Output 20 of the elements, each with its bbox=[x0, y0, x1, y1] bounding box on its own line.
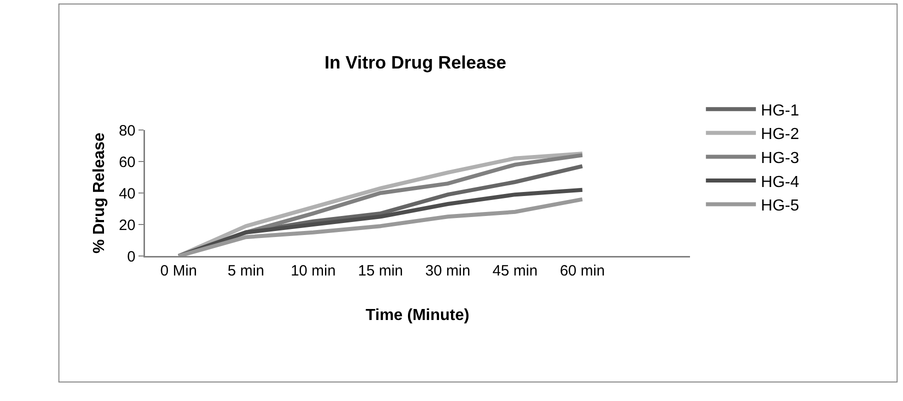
y-axis-title: % Drug Release bbox=[90, 132, 108, 254]
x-tick-label: 15 min bbox=[358, 262, 404, 280]
legend-label: HG-5 bbox=[760, 198, 800, 215]
chart-title: In Vitro Drug Release bbox=[324, 52, 506, 73]
y-tick-label: 60 bbox=[118, 154, 136, 171]
x-axis-title: Time (Minute) bbox=[366, 306, 470, 324]
y-tick-label: 0 bbox=[127, 248, 136, 266]
x-tick-label: 45 min bbox=[492, 262, 538, 280]
x-tick-label: 0 Min bbox=[160, 262, 197, 280]
y-tick-label: 80 bbox=[118, 122, 136, 140]
legend-label: HG-4 bbox=[760, 174, 800, 191]
y-tick-label: 20 bbox=[118, 216, 136, 234]
legend-label: HG-1 bbox=[760, 102, 800, 120]
x-tick-label: 30 min bbox=[425, 262, 470, 280]
x-tick-label: 10 min bbox=[290, 262, 336, 280]
x-tick-label: 60 min bbox=[560, 262, 605, 280]
x-tick-label: 5 min bbox=[228, 262, 264, 280]
legend-label: HG-3 bbox=[760, 150, 800, 167]
y-tick-label: 40 bbox=[118, 185, 136, 202]
legend-label: HG-2 bbox=[760, 126, 800, 144]
